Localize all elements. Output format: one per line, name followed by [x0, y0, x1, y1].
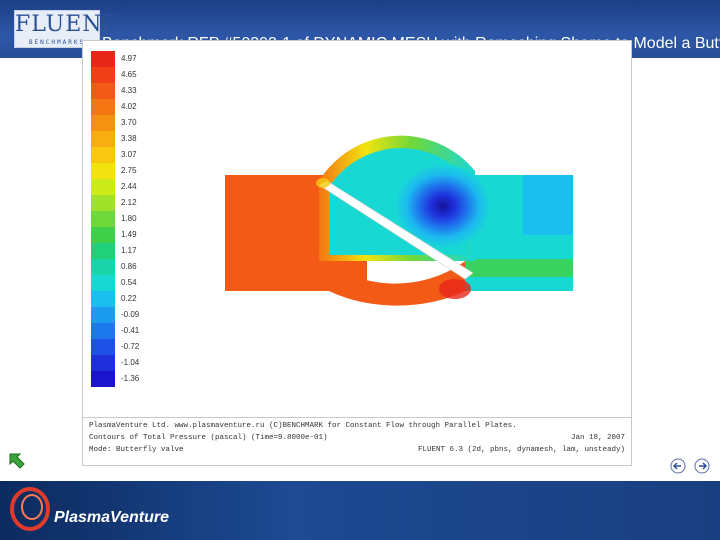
colorbar-swatch — [91, 323, 115, 339]
colorbar-label: 0.54 — [121, 278, 137, 287]
colorbar-label: 1.49 — [121, 230, 137, 239]
previous-slide-icon[interactable] — [670, 458, 686, 474]
colorbar-labels: 4.97 4.65 4.33 4.02 3.70 3.38 3.07 2.75 2.44 2.12… — [121, 51, 139, 387]
stagnation-spot — [439, 279, 471, 299]
colorbar-swatch — [91, 51, 115, 67]
colorbar-label: 2.44 — [121, 182, 137, 191]
colorbar-swatch — [91, 307, 115, 323]
pressure-field — [225, 135, 573, 306]
colorbar-swatch — [91, 67, 115, 83]
housing-lower — [313, 251, 473, 291]
green-back-arrow-icon[interactable] — [8, 452, 26, 472]
next-slide-icon[interactable] — [694, 458, 710, 474]
colorbar-swatch — [91, 163, 115, 179]
slide-footer: PlasmaVenture — [0, 481, 720, 540]
contour-plot: 4.97 4.65 4.33 4.02 3.70 3.38 3.07 2.75 2.44 2.12… — [82, 40, 632, 466]
colorbar-label: 2.12 — [121, 198, 137, 207]
fluent-logo: FLUENT BENCHMARKS — [14, 10, 119, 48]
colorbar-label: 1.80 — [121, 214, 137, 223]
colorbar-label: 4.65 — [121, 70, 137, 79]
colorbar-swatch — [91, 227, 115, 243]
housing-lower-bulb — [329, 291, 465, 306]
colorbar — [91, 51, 115, 387]
colorbar-label: 3.38 — [121, 134, 137, 143]
colorbar-swatch — [91, 147, 115, 163]
colorbar-swatch — [91, 131, 115, 147]
company-logo: PlasmaVenture — [54, 509, 170, 526]
colorbar-label: 3.70 — [121, 118, 137, 127]
downstream-jet — [465, 259, 573, 277]
colorbar-swatch — [91, 179, 115, 195]
colorbar-label: -0.09 — [121, 310, 140, 319]
colorbar-label: 1.17 — [121, 246, 137, 255]
colorbar-label: -0.41 — [121, 326, 140, 335]
colorbar-swatch — [91, 195, 115, 211]
fluent-logo-subtext: BENCHMARKS — [28, 39, 86, 46]
colorbar-label: 2.75 — [121, 166, 137, 175]
colorbar-swatch — [91, 291, 115, 307]
caption-version: FLUENT 6.3 (2d, pbns, dynamesh, lam, uns… — [417, 446, 625, 454]
colorbar-label: 4.02 — [121, 102, 137, 111]
caption-line-2: Contours of Total Pressure (pascal) (Tim… — [89, 434, 328, 442]
colorbar-label: 0.22 — [121, 294, 137, 303]
colorbar-swatch — [91, 371, 115, 387]
caption-date: Jan 18, 2007 — [570, 434, 625, 442]
colorbar-swatch — [91, 83, 115, 99]
leading-edge-spot — [316, 178, 330, 188]
colorbar-swatch — [91, 355, 115, 371]
colorbar-swatch — [91, 243, 115, 259]
colorbar-label: 4.33 — [121, 86, 137, 95]
colorbar-label: 4.97 — [121, 54, 137, 63]
colorbar-swatch — [91, 259, 115, 275]
caption-line-1: PlasmaVenture Ltd. www.plasmaventure.ru … — [89, 422, 517, 430]
colorbar-label: 3.07 — [121, 150, 137, 159]
colorbar-swatch — [91, 339, 115, 355]
downstream-light — [523, 175, 573, 235]
vortex-core — [395, 164, 491, 248]
colorbar-swatch — [91, 115, 115, 131]
colorbar-swatch — [91, 211, 115, 227]
colorbar-swatch — [91, 275, 115, 291]
colorbar-label: 0.86 — [121, 262, 137, 271]
colorbar-swatch — [91, 99, 115, 115]
colorbar-label: -1.36 — [121, 374, 140, 383]
colorbar-label: -1.04 — [121, 358, 140, 367]
plasmaventure-swirl-icon — [10, 487, 50, 531]
colorbar-label: -0.72 — [121, 342, 140, 351]
plot-caption: PlasmaVenture Ltd. www.plasmaventure.ru … — [83, 417, 631, 464]
fluent-logo-text: FLUENT — [15, 12, 119, 37]
caption-line-3: Mode: Butterfly valve — [89, 446, 184, 454]
